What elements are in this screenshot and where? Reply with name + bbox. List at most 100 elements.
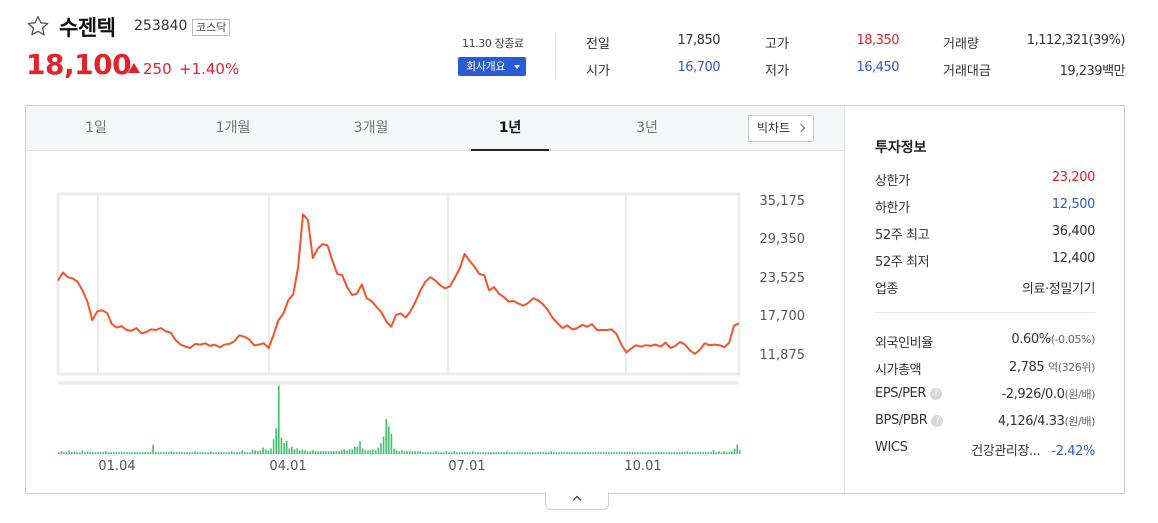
price-line [57,213,740,355]
volume-bar [618,452,621,454]
price-chart[interactable]: 35,175 29,350 23,525 17,700 11,875 01.04 04.0… [26,152,844,492]
wics-change: -2.42% [1051,444,1095,459]
volume-bar [589,452,592,454]
favorite-star-icon[interactable] [26,14,50,38]
volume-bar [707,452,710,454]
volume-bar [202,452,204,454]
volume-bar [395,450,398,454]
volume-bar [359,441,361,454]
y-tick-label: 23,525 [760,271,806,286]
x-tick-label: 04.01 [269,459,306,474]
volume-bar [429,452,432,454]
volume-bar [364,450,366,454]
volume-bar [733,448,736,454]
volume-bar [613,452,615,454]
tab-3m[interactable]: 3개월 [353,120,389,136]
caret-down-icon [514,65,520,69]
collapse-button[interactable] [545,492,609,510]
volume-bar [409,451,411,454]
volume-bar [547,452,550,454]
volume-bar [686,451,689,454]
volume-bar [89,452,91,454]
volume-bar [673,452,676,454]
tab-1m[interactable]: 1개월 [215,120,251,136]
volume-bar [322,451,325,454]
volume-bar [594,452,597,454]
volume-bar [228,452,230,454]
company-overview-button[interactable]: 회사개요 [458,57,526,76]
volume-bar [710,452,712,454]
volume-bar [592,452,594,454]
volume-bar [196,452,199,454]
volume-bar [183,452,186,454]
tab-1d[interactable]: 1일 [85,120,107,136]
volume-bar [173,452,175,454]
volume-bar [317,451,319,454]
volume-bar [416,451,419,454]
prev-value: 17,850 [677,33,721,48]
high-value: 18,350 [856,33,900,48]
volume-bar [482,452,484,454]
volume-bar [678,452,681,454]
volume-bar [694,452,697,454]
volume-bar [456,452,458,454]
stock-code: 253840 [134,18,188,34]
volume-bar [149,452,152,454]
week52-high-row: 52주 최고 36,400 [875,224,1095,244]
big-chart-button[interactable]: 빅차트 [748,115,814,142]
chart-grid [56,192,741,455]
volume-bar [532,452,534,454]
volume-bar [241,450,243,454]
volume-bar [487,452,490,454]
volume-bar [608,452,610,454]
volume-bar [58,452,60,454]
volume-bar [681,452,683,454]
volume-bar [199,452,201,454]
volume-bar [299,450,301,454]
volume-bar [76,452,78,454]
industry-value[interactable]: 의료·정밀기기 [1021,282,1095,297]
volume-bar [584,452,587,454]
x-axis-labels: 01.04 04.01 07.01 10.01 [98,459,661,474]
amount-label: 거래대금 [943,64,991,79]
bps-pbr-value: 4,126/4.33(원/배) [998,413,1095,429]
volume-bar [154,452,157,454]
volume-bar [642,452,644,454]
volume-bar [406,451,408,454]
volume-bar [639,452,642,454]
foreign-ratio-label: 외국인비율 [875,336,933,351]
tab-1y[interactable]: 1년 [471,106,549,151]
volume-bar [338,451,340,454]
tab-3y[interactable]: 3년 [636,120,658,136]
market-cap-rank: 억(326위) [1047,361,1095,374]
volume-bar [505,451,508,454]
volume-bar [380,443,382,454]
volume-bar [236,452,238,454]
panel-divider [844,106,845,493]
y-tick-label: 35,175 [760,194,806,209]
volume-bar [422,452,424,454]
volume-bar [181,452,183,454]
volume-bar [715,452,717,454]
volume-bar [369,450,372,454]
volume-bar [479,452,482,454]
price-change-pct: +1.40% [179,60,240,78]
volume-bar [285,441,288,454]
eps-per-number: -2,926/0.0 [1001,387,1065,402]
help-icon[interactable]: ? [929,388,942,400]
volume-bar [374,450,377,454]
volume-bar [655,452,657,454]
volume-bar [115,452,118,454]
volume-bar [330,451,332,454]
volume-bar [513,452,516,454]
volume-bar [626,452,628,454]
volume-bar [217,452,220,454]
volume-bar [280,437,283,454]
help-icon[interactable]: ? [931,415,944,427]
wics-sector[interactable]: 건강관리장... [971,444,1041,459]
price-plot-frame [56,192,741,376]
stock-header: 수젠텍 253840 코스닥 18,100 250 +1.40% 11.30 장… [0,0,1158,100]
volume-bar [60,451,63,454]
volume-bar [189,452,191,454]
volume-value: 1,112,321(39%) [1026,33,1126,48]
